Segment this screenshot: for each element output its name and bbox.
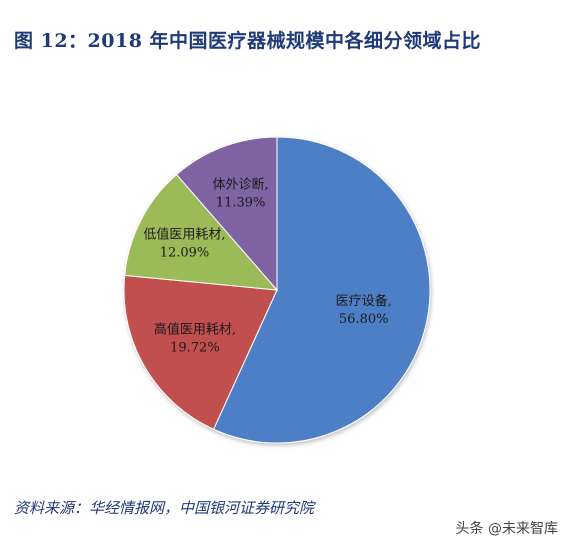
slice-value-label: 19.72% xyxy=(170,341,220,356)
source-note: 资料来源：华经情报网，中国银河证券研究院 xyxy=(14,499,315,517)
watermark: 头条 @未来智库 xyxy=(455,521,558,537)
slice-low-value-consumables xyxy=(124,173,279,291)
slice-value-label: 11.39% xyxy=(216,196,266,211)
slice-value-label: 12.09% xyxy=(160,245,210,260)
chart-title: 图 12：2018 年中国医疗器械规模中各细分领域占比 xyxy=(14,30,482,52)
slice-label: 高值医用耗材, xyxy=(154,322,236,338)
slice-value-label: 56.80% xyxy=(339,312,389,327)
slice-ivd xyxy=(175,136,278,292)
slice-medical-equipment xyxy=(212,136,431,444)
slice-label: 体外诊断, xyxy=(213,178,269,193)
pie-labels: 医疗设备, 56.80% 高值医用耗材, 19.72% 低值医用耗材, 12.09% 体外诊… xyxy=(143,178,391,356)
slice-high-value-consumables xyxy=(123,274,278,430)
pie-slices xyxy=(123,136,431,444)
slice-label: 低值医用耗材, xyxy=(143,226,225,242)
slice-label: 医疗设备, xyxy=(336,293,392,309)
